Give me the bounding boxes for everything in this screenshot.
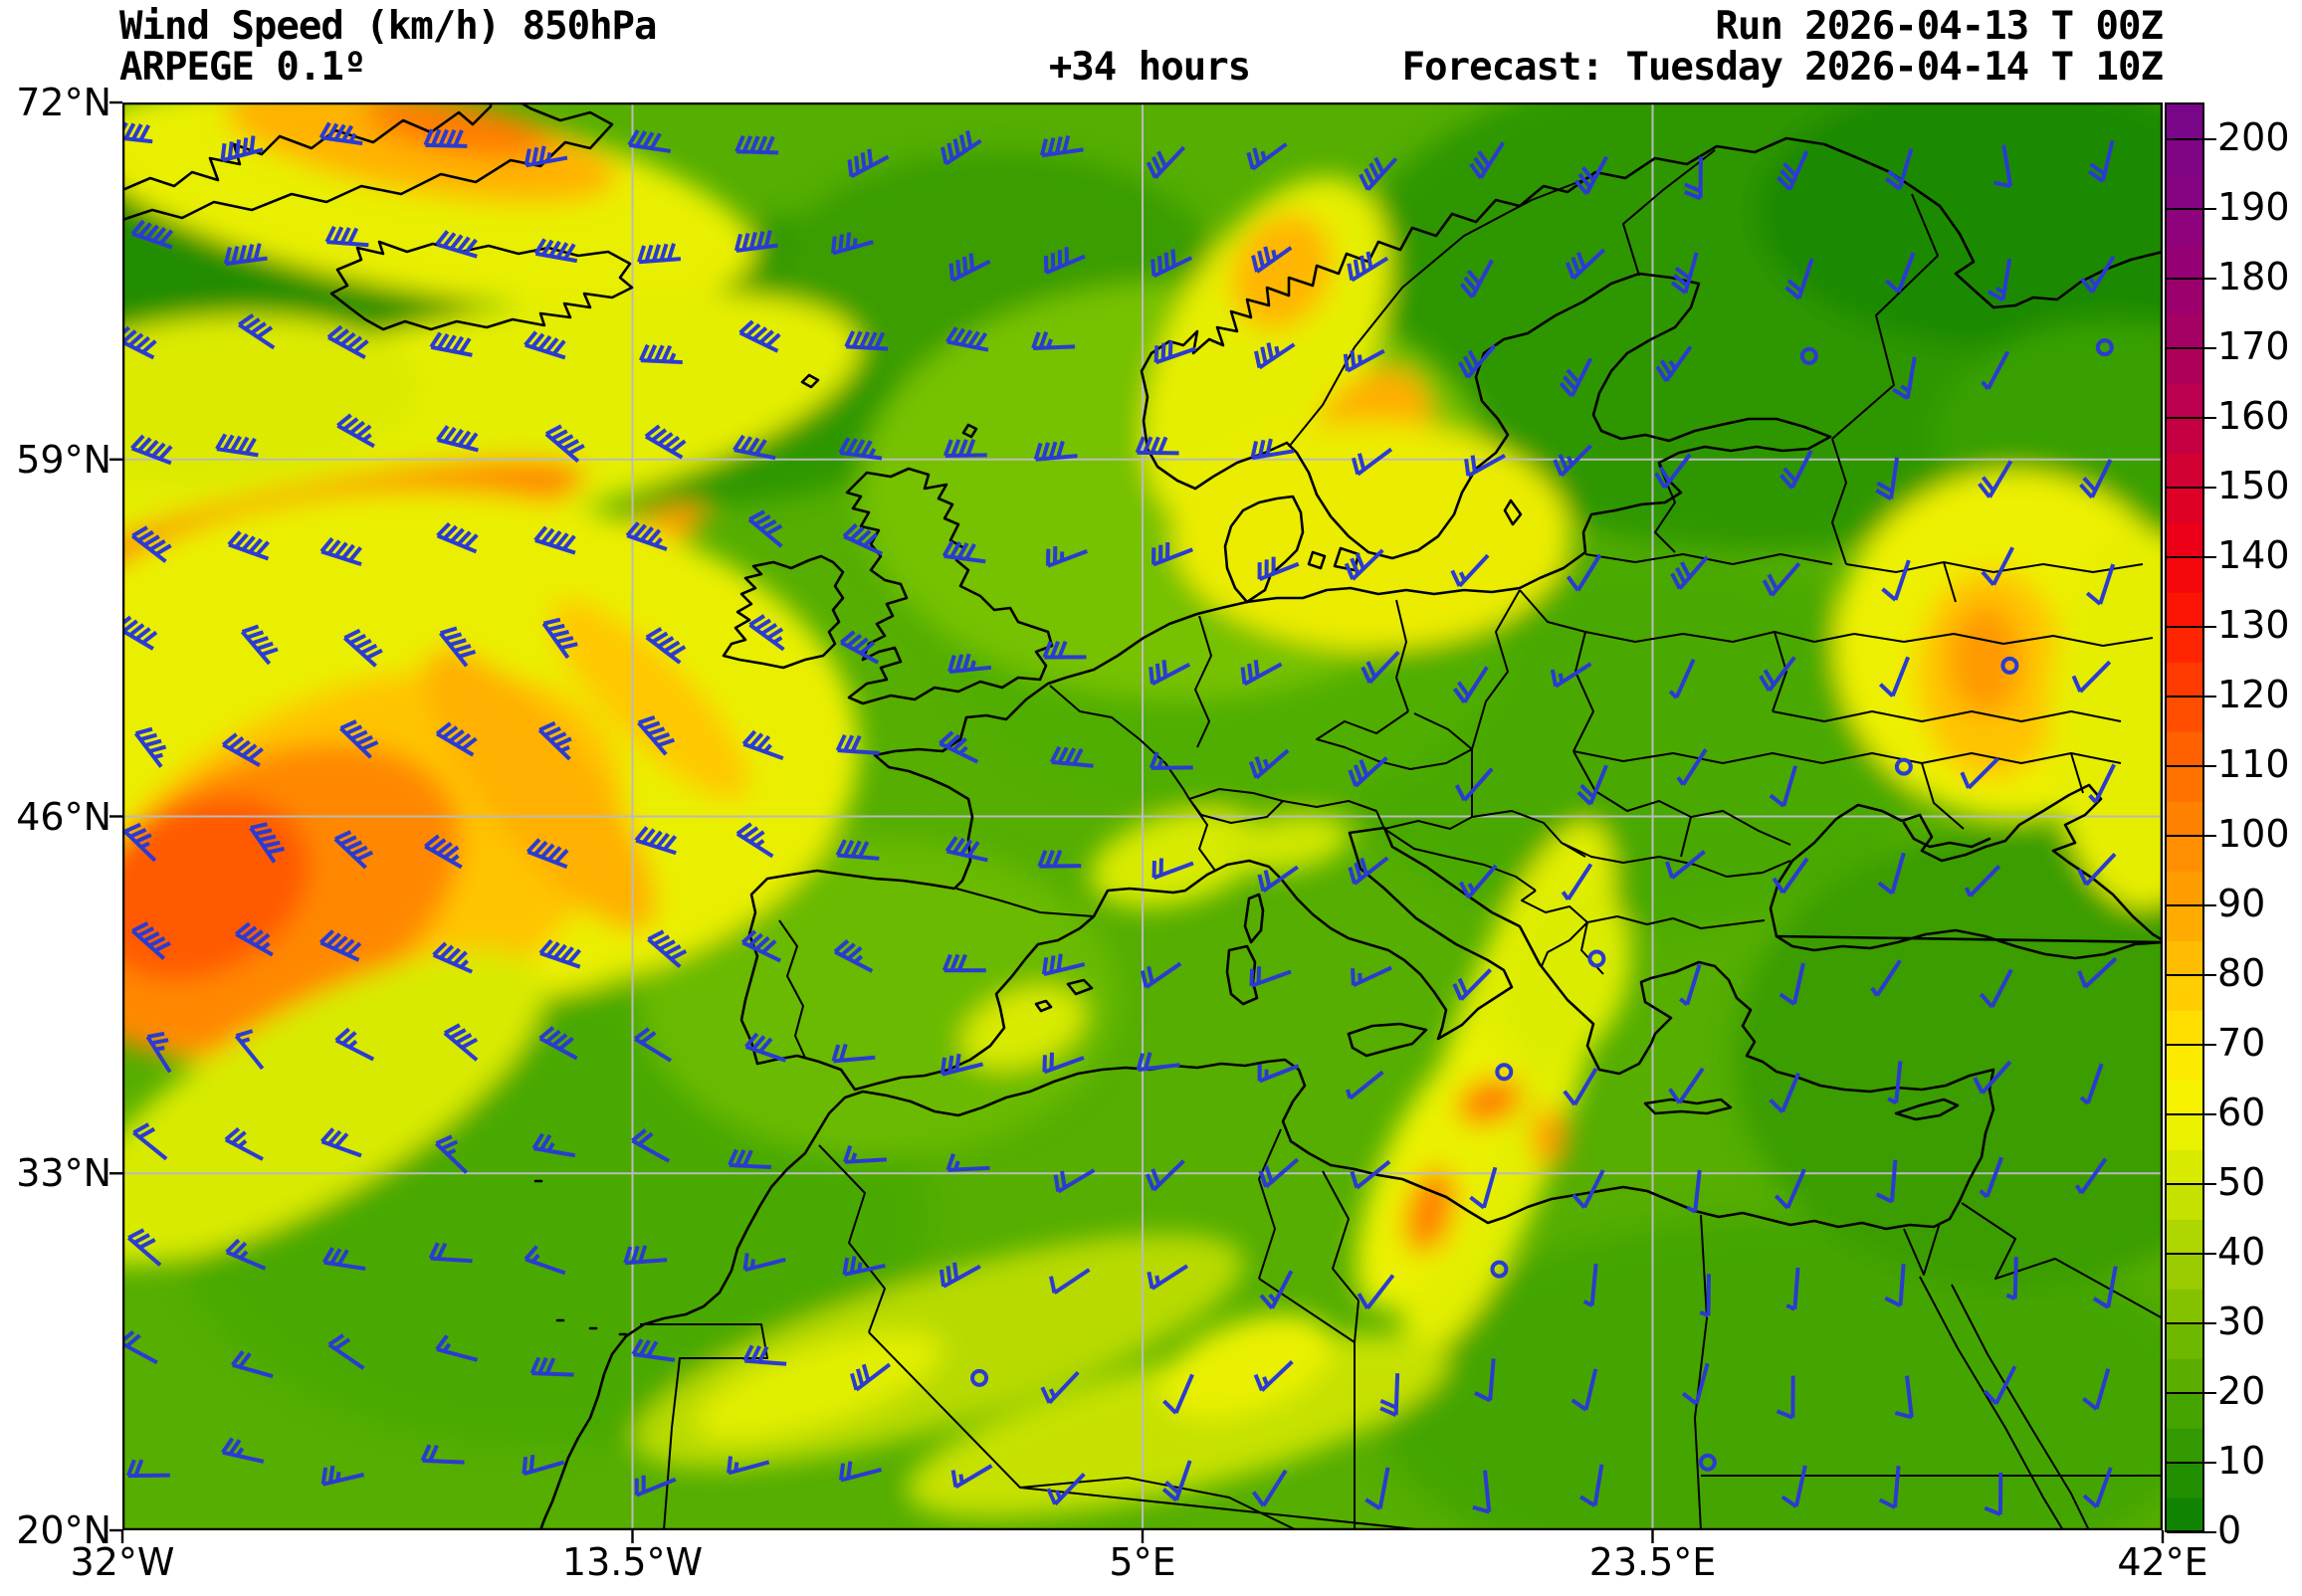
- colorbar-tick-label: 20: [2217, 1369, 2266, 1413]
- lon-tick-label: 5°E: [1109, 1540, 1176, 1584]
- lead-time-label: +34 hours: [1048, 45, 1251, 90]
- graticule: [122, 102, 2163, 1530]
- lon-tick-label: 42°E: [2117, 1540, 2208, 1584]
- map-frame: [122, 102, 2163, 1530]
- colorbar-tick-label: 70: [2217, 1021, 2266, 1065]
- colorbar-tick-label: 130: [2217, 603, 2290, 647]
- colorbar-tick-label: 170: [2217, 324, 2290, 368]
- lat-tick-label: 72°N: [16, 81, 111, 124]
- lon-tick-label: 23.5°E: [1588, 1540, 1717, 1584]
- wind-barbs: [122, 121, 2118, 1516]
- model-label: ARPEGE 0.1º: [119, 45, 366, 90]
- colorbar-tick-label: 50: [2217, 1160, 2266, 1204]
- colorbar-tick-label: 190: [2217, 185, 2290, 229]
- lat-tick-label: 59°N: [16, 437, 111, 482]
- wind-field-contours: [122, 102, 2163, 1530]
- colorbar-tick-label: 200: [2217, 115, 2290, 159]
- lat-tick-label: 46°N: [16, 794, 111, 839]
- lat-tick-label: 33°N: [16, 1151, 111, 1196]
- colorbar-tick-label: 90: [2217, 882, 2266, 925]
- colorbar-ticks: [2167, 138, 2216, 1533]
- colorbar-tick-label: 0: [2217, 1508, 2242, 1552]
- colorbar-tick-label: 160: [2217, 394, 2290, 438]
- lon-tick-label: 13.5°W: [561, 1540, 704, 1584]
- wind-speed-map: [122, 102, 2163, 1530]
- colorbar-frame: [2165, 102, 2204, 1532]
- colorbar: [2165, 102, 2216, 1533]
- colorbar-tick-label: 140: [2217, 533, 2290, 577]
- colorbar-tick-label: 110: [2217, 742, 2290, 786]
- colorbar-tick-label: 100: [2217, 812, 2290, 856]
- colorbar-tick-label: 10: [2217, 1439, 2266, 1483]
- forecast-label: Forecast: Tuesday 2026-04-14 T 10Z: [1401, 45, 2164, 90]
- colorbar-tick-label: 150: [2217, 464, 2290, 507]
- colorbar-tick-label: 40: [2217, 1230, 2266, 1274]
- colorbar-tick-label: 180: [2217, 255, 2290, 299]
- colorbar-tick-label: 30: [2217, 1299, 2266, 1343]
- run-label: Run 2026-04-13 T 00Z: [1715, 4, 2164, 49]
- page-title: Wind Speed (km/h) 850hPa: [119, 4, 658, 49]
- country-borders: [640, 149, 2163, 1530]
- colorbar-tick-label: 80: [2217, 951, 2266, 995]
- coastlines: [122, 102, 2163, 1530]
- colorbar-tick-label: 120: [2217, 673, 2290, 716]
- lon-tick-label: 32°W: [70, 1540, 175, 1584]
- colorbar-scale: [2167, 104, 2202, 1533]
- colorbar-tick-label: 60: [2217, 1091, 2266, 1134]
- lat-tick-label: 20°N: [16, 1508, 111, 1552]
